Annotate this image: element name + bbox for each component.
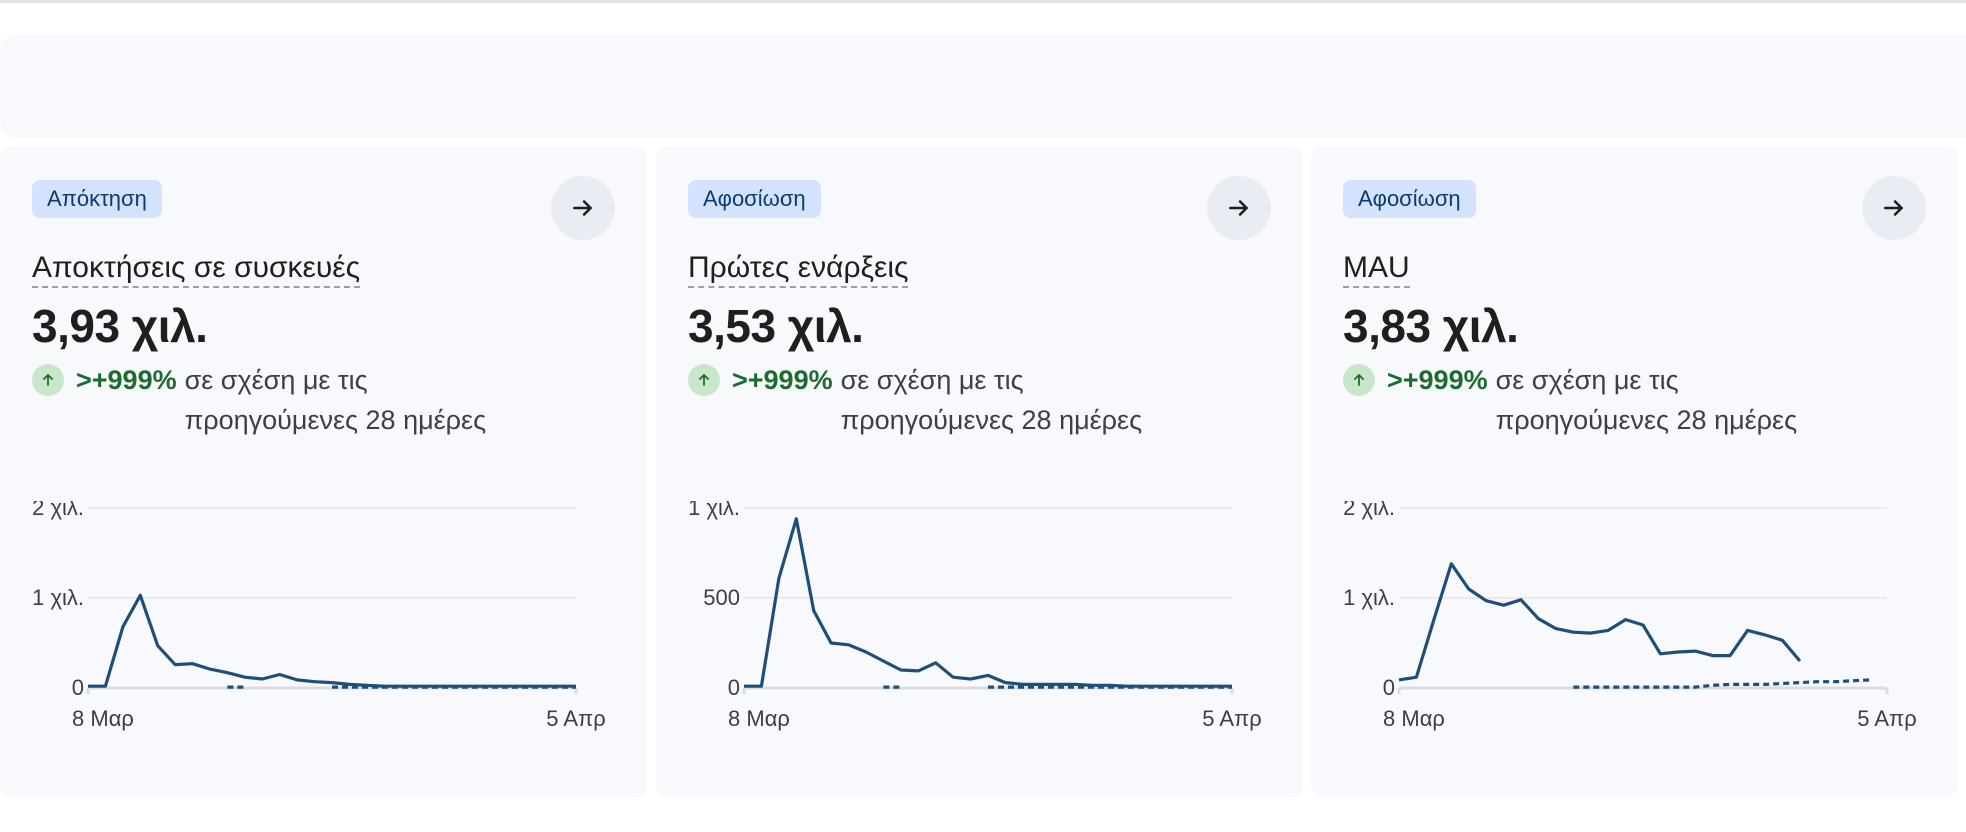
y-tick-label: 500: [703, 585, 740, 610]
metric-title[interactable]: Πρώτες ενάρξεις: [688, 250, 909, 288]
change-percent: >+999%: [1387, 365, 1488, 395]
top-panel: [0, 34, 1966, 138]
current-period-series-line: [1398, 562, 1802, 682]
current-period-series-line: [88, 593, 576, 688]
change-indicator: >+999% σε σχέση με τις προηγούμενες 28 η…: [688, 360, 1268, 440]
metric-value: 3,53 χιλ.: [688, 300, 864, 352]
arrow-up-icon: [1343, 364, 1375, 396]
previous-period-series-line: [1573, 678, 1870, 689]
x-tick-label: 5 Απρ: [1202, 706, 1262, 731]
line-chart: 2 χιλ. 1 χιλ. 0 8 Μαρ 5 Απρ: [32, 501, 606, 731]
x-tick-label: 8 Μαρ: [72, 706, 134, 731]
change-indicator: >+999% σε σχέση με τις προηγούμενες 28 η…: [1343, 360, 1923, 440]
change-text: σε σχέση με τις προηγούμενες 28 ημέρες: [184, 365, 487, 435]
y-tick-label: 1 χιλ.: [32, 585, 84, 610]
change-text: σε σχέση με τις προηγούμενες 28 ημέρες: [840, 365, 1143, 435]
category-chip: Απόκτηση: [32, 180, 162, 218]
metric-value: 3,93 χιλ.: [32, 300, 208, 352]
metric-value: 3,83 χιλ.: [1343, 300, 1519, 352]
arrow-right-icon: [1884, 200, 1903, 216]
y-tick-label: 2 χιλ.: [1343, 501, 1395, 520]
change-percent: >+999%: [732, 365, 833, 395]
open-report-button[interactable]: [1862, 176, 1926, 240]
arrow-up-icon: [32, 364, 64, 396]
category-chip: Αφοσίωση: [688, 180, 821, 218]
metric-card[interactable]: Αφοσίωση Πρώτες ενάρξεις 3,53 χιλ. >+999…: [656, 146, 1303, 797]
metric-cards: Απόκτηση Αποκτήσεις σε συσκευές 3,93 χιλ…: [0, 146, 1966, 797]
y-tick-label: 1 χιλ.: [688, 501, 740, 520]
metric-title[interactable]: MAU: [1343, 250, 1410, 288]
y-tick-label: 1 χιλ.: [1343, 585, 1395, 610]
open-report-button[interactable]: [551, 176, 615, 240]
x-tick-label: 8 Μαρ: [728, 706, 790, 731]
line-chart: 1 χιλ. 500 0 8 Μαρ 5 Απρ: [688, 501, 1262, 731]
y-tick-label: 0: [728, 675, 740, 700]
x-tick-label: 5 Απρ: [1857, 706, 1917, 731]
arrow-right-icon: [573, 200, 592, 216]
line-chart: 2 χιλ. 1 χιλ. 0 8 Μαρ 5 Απρ: [1343, 501, 1917, 731]
x-tick-label: 8 Μαρ: [1383, 706, 1445, 731]
arrow-up-icon: [688, 364, 720, 396]
change-percent: >+999%: [76, 365, 177, 395]
y-tick-label: 2 χιλ.: [32, 501, 84, 520]
metric-card[interactable]: Αφοσίωση MAU 3,83 χιλ. >+999% σε σχέση μ…: [1311, 146, 1958, 797]
change-text: σε σχέση με τις προηγούμενες 28 ημέρες: [1495, 365, 1798, 435]
top-divider: [0, 0, 1966, 3]
current-period-series-line: [744, 517, 1232, 688]
y-tick-label: 0: [1383, 675, 1395, 700]
arrow-right-icon: [1229, 200, 1248, 216]
category-chip: Αφοσίωση: [1343, 180, 1476, 218]
metric-card[interactable]: Απόκτηση Αποκτήσεις σε συσκευές 3,93 χιλ…: [0, 146, 647, 797]
metric-title[interactable]: Αποκτήσεις σε συσκευές: [32, 250, 361, 288]
change-indicator: >+999% σε σχέση με τις προηγούμενες 28 η…: [32, 360, 612, 440]
open-report-button[interactable]: [1207, 176, 1271, 240]
y-tick-label: 0: [72, 675, 84, 700]
x-tick-label: 5 Απρ: [546, 706, 606, 731]
